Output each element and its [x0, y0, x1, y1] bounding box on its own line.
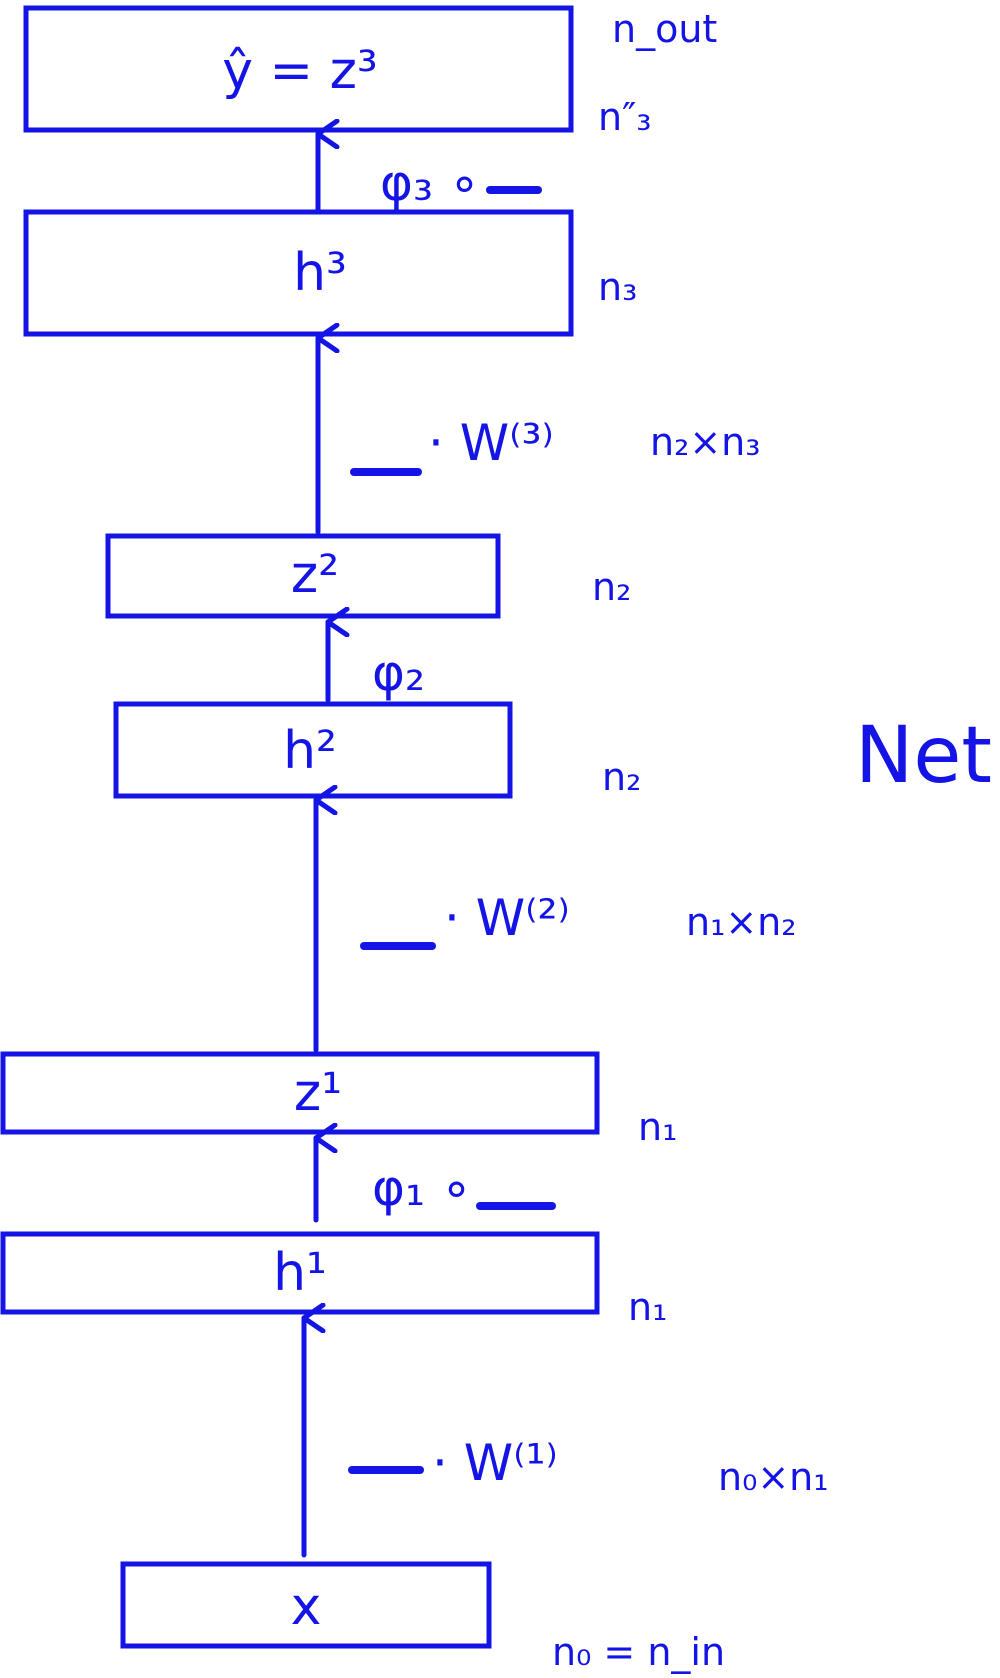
edge-w3-label: · W⁽³⁾ [428, 414, 554, 472]
output-node: ŷ = z³ [23, 5, 574, 133]
edge-phi2-label: φ₂ [372, 644, 425, 702]
h3-node: h³ [23, 209, 574, 337]
output-label: ŷ = z³ [222, 41, 378, 101]
h3-dim: n₃ [598, 265, 637, 309]
h1-dim: n₁ [628, 1285, 667, 1329]
x-dim: n₀ = n_in [552, 1630, 725, 1674]
edge-phi1-label: φ₁ ∘ [372, 1159, 472, 1217]
edge-w1-dim: n₀×n₁ [718, 1455, 828, 1499]
h2-node: h² [113, 701, 513, 799]
z1-label: z¹ [294, 1063, 342, 1123]
edge-phi3-label: φ₃ ∘ [380, 154, 480, 212]
h3-label: h³ [293, 243, 347, 303]
x-label: x [291, 1577, 322, 1637]
output-dim-top: n_out [612, 7, 717, 51]
h1-label: h¹ [273, 1243, 327, 1303]
edge-w1-label: · W⁽¹⁾ [432, 1434, 558, 1492]
diagram-title: Net [855, 711, 992, 801]
h2-label: h² [283, 721, 337, 781]
h2-dim: n₂ [602, 755, 641, 799]
z2-dim: n₂ [592, 565, 631, 609]
output-dim-bottom: n″₃ [598, 95, 652, 139]
h1-node: h¹ [0, 1231, 600, 1315]
z2-label: z² [291, 545, 339, 605]
z1-node: z¹ [0, 1051, 600, 1135]
edge-w3-dim: n₂×n₃ [650, 420, 760, 464]
z1-dim: n₁ [638, 1105, 677, 1149]
edge-w2-label: · W⁽²⁾ [444, 889, 570, 947]
x-node: x [120, 1561, 492, 1649]
edge-w2-dim: n₁×n₂ [686, 900, 796, 944]
z2-node: z² [105, 533, 501, 619]
